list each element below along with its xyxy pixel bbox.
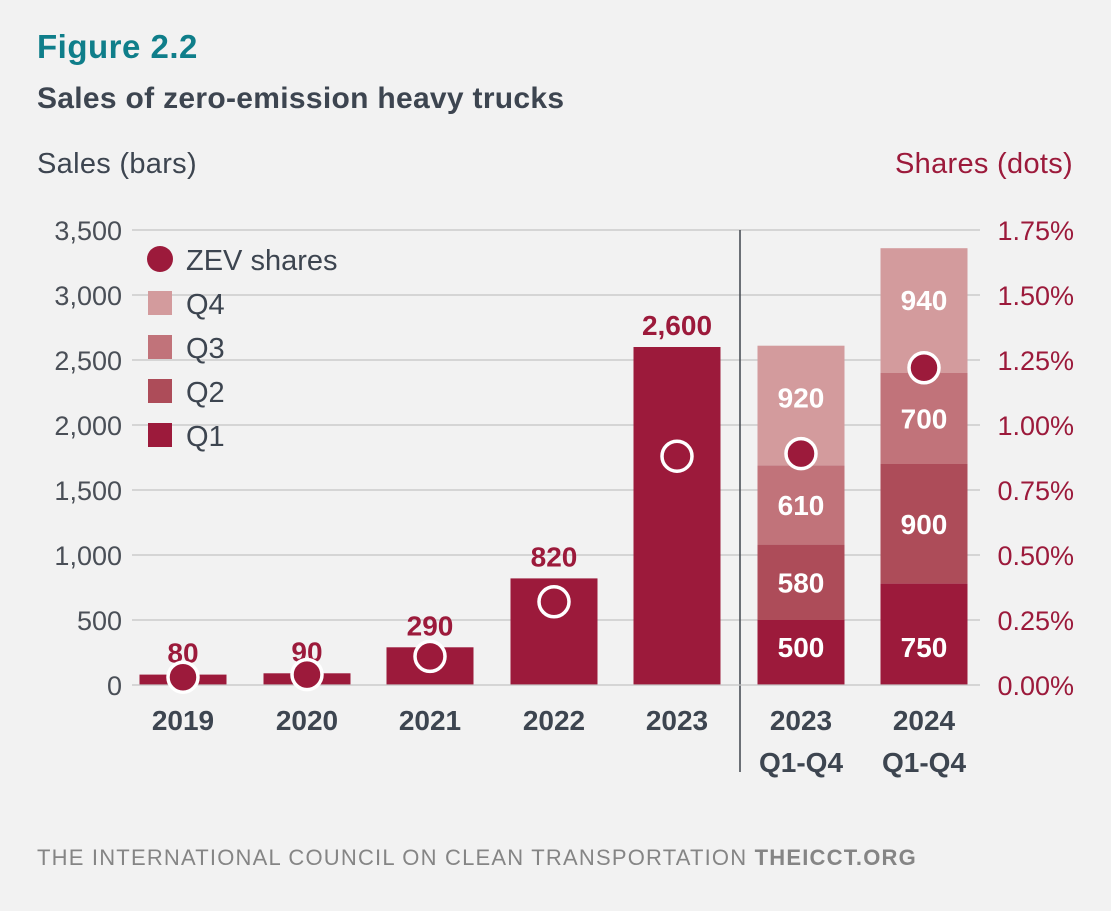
legend-swatch bbox=[148, 379, 172, 403]
segment-value-label: 750 bbox=[901, 632, 948, 663]
right-axis-title: Shares (dots) bbox=[895, 148, 1073, 180]
category-label-sub: Q1-Q4 bbox=[759, 747, 843, 778]
category-label: 2024 bbox=[893, 705, 956, 736]
legend-swatch bbox=[148, 291, 172, 315]
category-label: 2021 bbox=[399, 705, 461, 736]
bar-segment-q3 bbox=[757, 465, 845, 545]
bar-segment-q1 bbox=[880, 583, 968, 685]
chart-title: Sales of zero-emission heavy trucks bbox=[37, 82, 565, 115]
legend-label: Q1 bbox=[186, 421, 225, 453]
category-label: 2023 bbox=[770, 705, 832, 736]
category-label: 2022 bbox=[523, 705, 585, 736]
segment-value-label: 610 bbox=[778, 490, 825, 521]
left-tick-label: 500 bbox=[77, 606, 122, 636]
left-tick-label: 3,000 bbox=[54, 281, 122, 311]
bar-segment-q2 bbox=[880, 464, 968, 584]
bar-segment-q1 bbox=[757, 620, 845, 685]
bar-segment-q2 bbox=[757, 544, 845, 620]
legend-label: ZEV shares bbox=[186, 245, 338, 277]
category-label: 2020 bbox=[276, 705, 338, 736]
right-tick-label: 1.50% bbox=[997, 281, 1074, 311]
share-dot bbox=[907, 351, 941, 385]
figure-label: Figure 2.2 bbox=[37, 28, 198, 65]
bar-value-label: 290 bbox=[407, 610, 454, 641]
bar-annual bbox=[633, 347, 721, 685]
segment-value-label: 940 bbox=[901, 285, 948, 316]
segment-value-label: 500 bbox=[778, 632, 825, 663]
bar-value-label: 2,600 bbox=[642, 310, 712, 341]
right-tick-label: 1.25% bbox=[997, 346, 1074, 376]
share-dot bbox=[537, 585, 571, 619]
left-tick-label: 1,000 bbox=[54, 541, 122, 571]
category-label: 2023 bbox=[646, 705, 708, 736]
share-dot bbox=[166, 660, 200, 694]
segment-value-label: 700 bbox=[901, 404, 948, 435]
legend-dot bbox=[147, 246, 173, 272]
left-tick-label: 2,500 bbox=[54, 346, 122, 376]
category-label: 2019 bbox=[152, 705, 214, 736]
right-tick-label: 1.00% bbox=[997, 411, 1074, 441]
right-tick-label: 0.00% bbox=[997, 671, 1074, 701]
footer-credit: THE INTERNATIONAL COUNCIL ON CLEAN TRANS… bbox=[37, 845, 917, 871]
share-dot bbox=[660, 439, 694, 473]
left-tick-label: 2,000 bbox=[54, 411, 122, 441]
right-tick-label: 0.25% bbox=[997, 606, 1074, 636]
left-tick-label: 1,500 bbox=[54, 476, 122, 506]
right-tick-label: 1.75% bbox=[997, 216, 1074, 246]
category-label-sub: Q1-Q4 bbox=[882, 747, 966, 778]
left-axis-title: Sales (bars) bbox=[37, 148, 197, 180]
legend-label: Q2 bbox=[186, 377, 225, 409]
legend-swatch bbox=[148, 335, 172, 359]
right-tick-label: 0.75% bbox=[997, 476, 1074, 506]
segment-value-label: 580 bbox=[778, 567, 825, 598]
bar-value-label: 820 bbox=[531, 541, 578, 572]
footer-site: THEICCT.ORG bbox=[754, 845, 917, 870]
left-tick-label: 0 bbox=[107, 671, 122, 701]
share-dot bbox=[784, 436, 818, 471]
share-dot bbox=[413, 639, 447, 674]
segment-value-label: 900 bbox=[901, 509, 948, 540]
left-tick-label: 3,500 bbox=[54, 216, 122, 246]
legend-label: Q4 bbox=[186, 289, 225, 321]
legend-label: Q3 bbox=[186, 333, 225, 365]
footer-org: THE INTERNATIONAL COUNCIL ON CLEAN TRANS… bbox=[37, 845, 748, 870]
legend-swatch bbox=[148, 423, 172, 447]
right-tick-label: 0.50% bbox=[997, 541, 1074, 571]
share-dot bbox=[290, 657, 324, 692]
bar-segment-q3 bbox=[880, 373, 968, 464]
segment-value-label: 920 bbox=[778, 383, 825, 414]
